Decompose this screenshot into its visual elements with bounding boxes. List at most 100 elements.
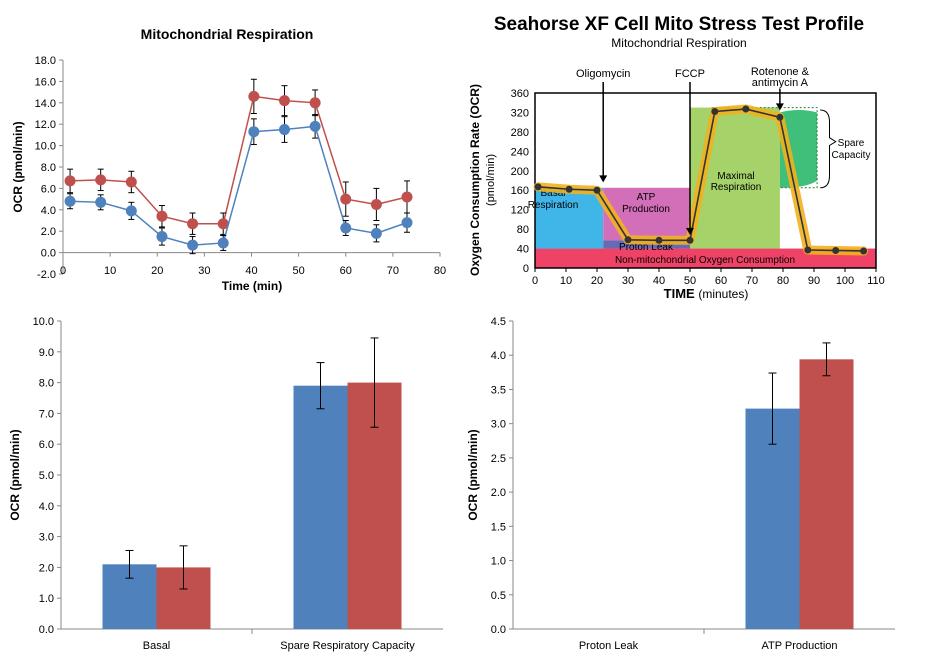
profile-y-tick-label: 200 <box>511 166 529 178</box>
injection-label-2: antimycin A <box>752 77 809 89</box>
x-tick-label: 40 <box>245 265 257 277</box>
bar-y-tick-label: 0.0 <box>491 624 506 636</box>
profile-frame <box>534 92 877 269</box>
profile-y-tick-label: 160 <box>511 185 529 197</box>
profile-y-axis-label-2: (pmol/min) <box>485 154 497 206</box>
profile-y-tick-label: 360 <box>511 88 529 100</box>
bar-y-tick-label: 6.0 <box>39 439 54 451</box>
profile-y-tick-label: 320 <box>511 107 529 119</box>
series-line <box>70 125 408 246</box>
bar-y-tick-label: 10.0 <box>33 316 54 328</box>
trace-point <box>655 236 663 244</box>
bar <box>293 385 348 629</box>
profile-y-tick-label: 0 <box>523 263 529 275</box>
basal-label: Basal <box>540 188 565 199</box>
data-point <box>309 120 321 132</box>
profile-x-tick-label: 50 <box>684 275 696 287</box>
injection-arrowhead <box>599 175 608 183</box>
x-tick-label: 60 <box>340 265 352 277</box>
non-mito-label: Non-mitochondrial Oxygen Consumption <box>615 255 795 266</box>
atp-label: ATP <box>637 192 656 203</box>
series-line <box>70 95 408 225</box>
profile-x-axis-label: TIME (minutes) <box>664 286 749 301</box>
trace-point <box>565 185 573 193</box>
y-tick-label: 10.0 <box>35 141 56 153</box>
trace-point <box>832 247 840 254</box>
data-point <box>95 174 107 186</box>
bar-category-label: ATP Production <box>761 640 837 652</box>
x-tick-label: 50 <box>293 265 305 277</box>
data-point <box>217 218 229 230</box>
trace-point <box>804 246 812 254</box>
profile-x-tick-label: 90 <box>808 275 820 287</box>
trace-point <box>686 236 694 244</box>
line-chart-title: Mitochondrial Respiration <box>141 26 314 42</box>
y-tick-label: 18.0 <box>35 55 56 67</box>
y-tick-label: 6.0 <box>41 183 56 195</box>
bar-y-tick-label: 4.0 <box>39 501 54 513</box>
data-point <box>340 193 352 205</box>
profile-x-tick-label: 0 <box>532 275 538 287</box>
x-tick-label: 0 <box>60 265 66 277</box>
data-point <box>156 231 168 243</box>
injection-label: FCCP <box>675 68 705 80</box>
profile-y-tick-label: 280 <box>511 127 529 139</box>
trace-point <box>534 183 542 191</box>
profile-x-tick-label: 100 <box>836 275 854 287</box>
spare-bracket <box>820 109 837 189</box>
data-point <box>95 196 107 208</box>
data-point <box>278 95 290 107</box>
bar-y-tick-label: 1.5 <box>491 521 506 533</box>
bar-y-axis-label: OCR (pmol/min) <box>8 429 22 520</box>
bar-y-tick-label: 3.0 <box>491 419 506 431</box>
profile-y-tick-label: 120 <box>511 205 529 217</box>
bar-y-tick-label: 4.0 <box>491 350 506 362</box>
bar-y-tick-label: 2.0 <box>491 487 506 499</box>
profile-chart: Seahorse XF Cell Mito Stress Test Profil… <box>468 14 885 301</box>
profile-y-tick-label: 240 <box>511 146 529 158</box>
data-point <box>401 217 413 229</box>
maximal-label: Maximal <box>717 171 754 182</box>
y-tick-label: 14.0 <box>35 98 56 110</box>
x-axis-label: Time (min) <box>222 279 282 293</box>
profile-y-tick-label: 80 <box>517 224 529 236</box>
basal-label-2: Respiration <box>528 200 579 211</box>
profile-x-tick-label: 70 <box>746 275 758 287</box>
bar-y-tick-label: 3.5 <box>491 384 506 396</box>
profile-subtitle: Mitochondrial Respiration <box>611 36 746 50</box>
bar-category-label: Spare Respiratory Capacity <box>280 640 415 652</box>
data-point <box>156 210 168 222</box>
proton-leak-label: Proton Leak <box>619 242 674 253</box>
profile-x-tick-label: 30 <box>622 275 634 287</box>
bar-chart-basal-spare: 0.0 1.0 2.0 3.0 4.0 5.0 6.0 7.0 8.0 9.0 10.0 Basal S… <box>8 316 443 652</box>
bar <box>745 408 800 629</box>
trace-point <box>711 107 719 115</box>
bar-y-tick-label: 1.0 <box>39 593 54 605</box>
data-point <box>401 191 413 203</box>
data-point <box>309 97 321 109</box>
bar-y-tick-label: 5.0 <box>39 470 54 482</box>
y-tick-label: 2.0 <box>41 226 56 238</box>
data-point <box>125 205 137 217</box>
data-point <box>370 198 382 210</box>
data-point <box>217 237 229 249</box>
data-point <box>187 218 199 230</box>
trace-line <box>538 108 864 252</box>
profile-title: Seahorse XF Cell Mito Stress Test Profil… <box>494 14 864 35</box>
data-point <box>248 90 260 102</box>
non-mito-region <box>535 248 876 268</box>
profile-x-tick-label: 110 <box>867 275 885 287</box>
trace-point <box>624 236 632 244</box>
x-tick-label: 20 <box>151 265 163 277</box>
bar-y-tick-label: 7.0 <box>39 408 54 420</box>
bar-y-tick-label: 8.0 <box>39 378 54 390</box>
y-tick-label: 12.0 <box>35 119 56 131</box>
injection-arrowhead <box>775 103 784 111</box>
bar-y-tick-label: 0.0 <box>39 624 54 636</box>
injection-arrowhead <box>686 227 694 235</box>
spare-label: Spare <box>838 138 865 149</box>
profile-x-tick-label: 80 <box>777 275 789 287</box>
y-tick-label: 4.0 <box>41 205 56 217</box>
spare-label-2: Capacity <box>832 150 871 161</box>
